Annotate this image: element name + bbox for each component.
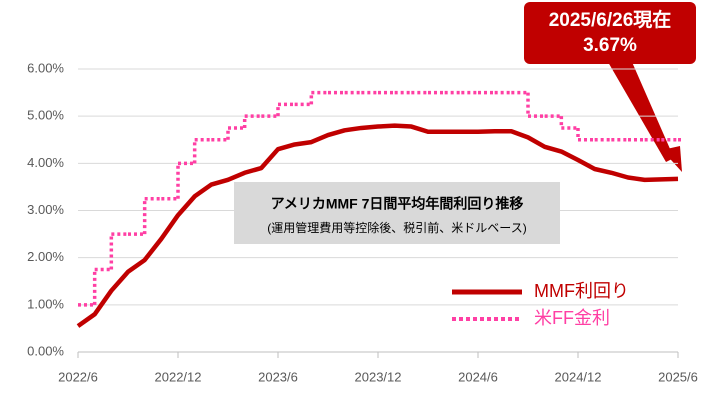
chart-title: アメリカMMF 7日間平均年間利回り推移: [271, 196, 524, 212]
y-tick-label: 6.00%: [27, 60, 64, 75]
y-tick-label: 4.00%: [27, 155, 64, 170]
x-tick-label: 2025/6: [658, 369, 698, 384]
x-tick-label: 2023/12: [355, 369, 402, 384]
annotation-arrow: [608, 62, 674, 162]
y-tick-label: 2.00%: [27, 249, 64, 264]
annotation-date: 2025/6/26現在: [549, 8, 672, 31]
legend-label: MMF利回り: [534, 281, 629, 301]
y-tick-label: 1.00%: [27, 296, 64, 311]
title-box: [234, 182, 560, 244]
series-line: [76, 123, 679, 328]
legend-label: 米FF金利: [534, 308, 610, 328]
x-tick-label: 2022/6: [58, 369, 98, 384]
annotation-value: 3.67%: [583, 35, 637, 56]
x-tick-label: 2024/6: [458, 369, 498, 384]
chart-subtitle: (運用管理費用等控除後、税引前、米ドルベース): [267, 220, 526, 235]
x-tick-label: 2022/12: [155, 369, 202, 384]
annotation-box: [524, 2, 696, 64]
y-tick-label: 0.00%: [27, 343, 64, 358]
annotation-arrowhead: [662, 146, 682, 172]
x-tick-label: 2023/6: [258, 369, 298, 384]
y-tick-label: 3.00%: [27, 202, 64, 217]
x-tick-label: 2024/12: [555, 369, 602, 384]
y-tick-label: 5.00%: [27, 108, 64, 123]
